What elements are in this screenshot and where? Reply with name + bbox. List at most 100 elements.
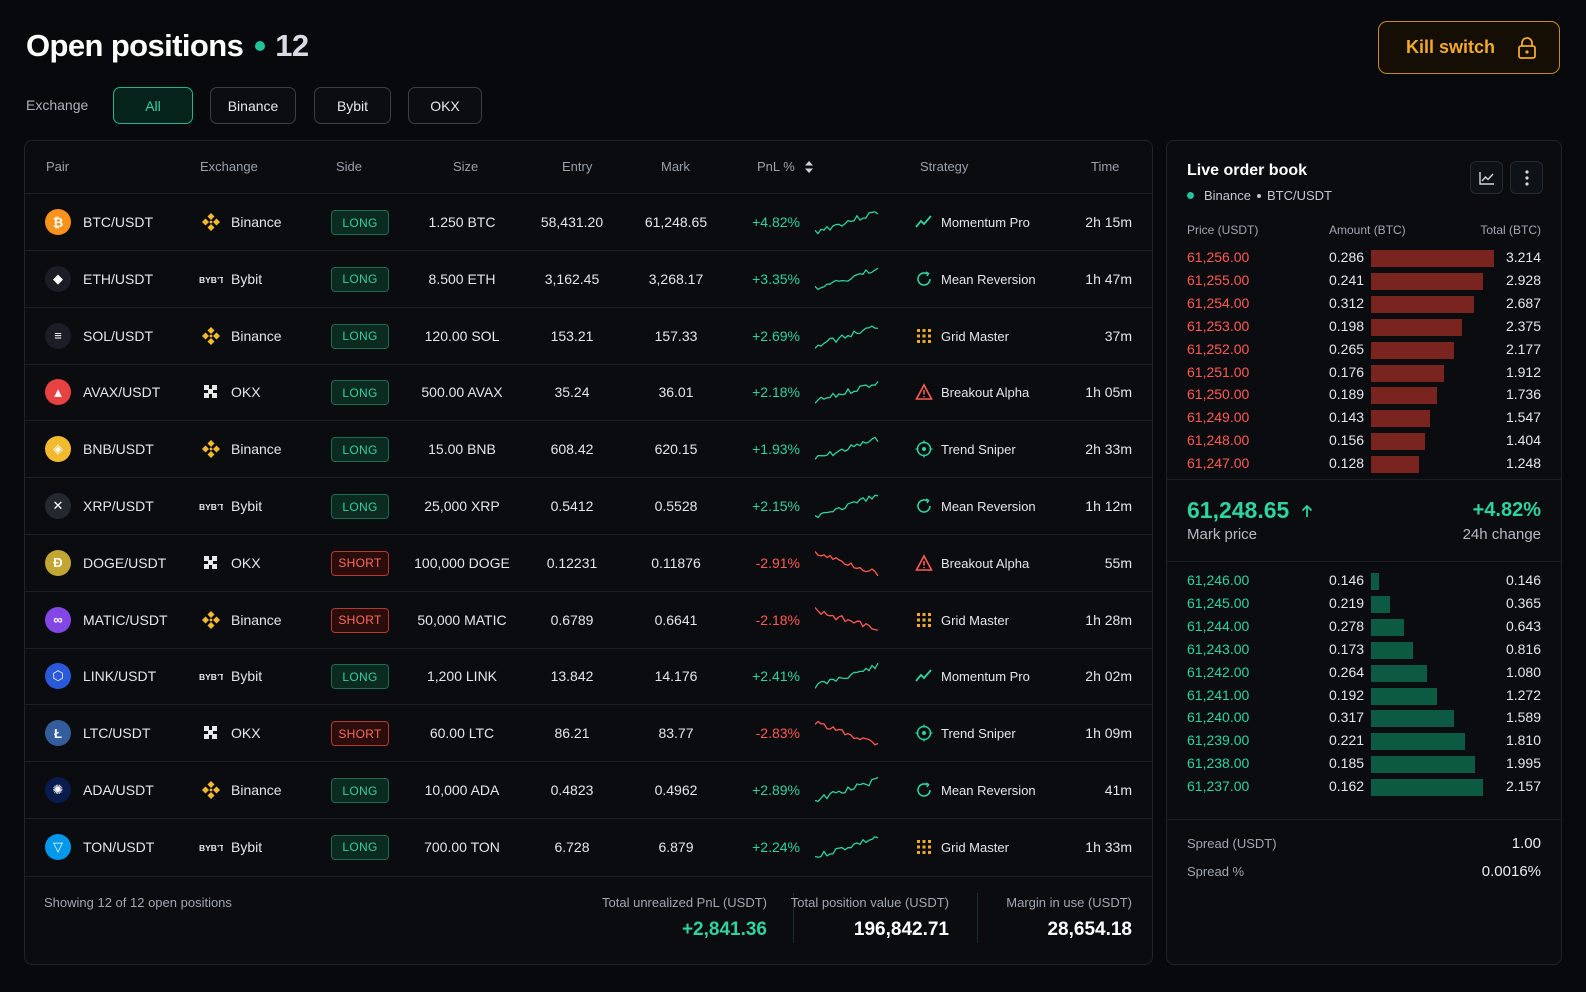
ask-row[interactable]: 61,249.00 0.143 1.547 — [1167, 407, 1561, 430]
momentum-icon — [915, 669, 932, 682]
row-divider — [25, 420, 1152, 422]
mark-value: 0.4962 — [654, 782, 698, 798]
svg-text:BYB’T: BYB’T — [199, 672, 223, 682]
col-strategy[interactable]: Strategy — [920, 159, 969, 174]
okx-logo-icon — [204, 555, 217, 569]
table-row[interactable]: ₿ BTC/USDT Binance LONG 1.250 BTC 58,431.20 61… — [25, 194, 1152, 251]
bid-row[interactable]: 61,244.00 0.278 0.643 — [1167, 616, 1561, 639]
strategy-icon — [915, 781, 933, 804]
bid-price: 61,244.00 — [1187, 617, 1250, 634]
bid-row[interactable]: 61,238.00 0.185 1.995 — [1167, 753, 1561, 776]
filter-binance[interactable]: Binance — [210, 87, 296, 124]
mark-price-value: 61,248.65 — [1187, 497, 1290, 523]
col-entry[interactable]: Entry — [562, 159, 593, 174]
bid-row[interactable]: 61,239.00 0.221 1.810 — [1167, 730, 1561, 753]
exchange-label: Bybit — [231, 270, 263, 287]
mark-value: 0.11876 — [651, 554, 701, 571]
exchange-logo: BYB’T — [199, 496, 225, 521]
ask-price: 61,255.00 — [1187, 271, 1250, 288]
col-time[interactable]: Time — [1091, 159, 1120, 174]
side-badge: SHORT — [331, 607, 389, 633]
size-value: 15.00 BNB — [428, 441, 496, 458]
bid-row[interactable]: 61,243.00 0.173 0.816 — [1167, 639, 1561, 662]
bid-row[interactable]: 61,241.00 0.192 1.272 — [1167, 685, 1561, 708]
filter-bybit[interactable]: Bybit — [314, 87, 391, 124]
ask-row[interactable]: 61,248.00 0.156 1.404 — [1167, 430, 1561, 453]
sparkline-up — [814, 663, 879, 690]
bid-total: 1.810 — [1505, 732, 1541, 749]
coin-icon: ◈ — [45, 436, 71, 463]
ask-row[interactable]: 61,251.00 0.176 1.912 — [1167, 362, 1561, 385]
col-mark[interactable]: Mark — [661, 159, 690, 174]
filter-all[interactable]: All — [113, 87, 193, 124]
bid-depth-bar — [1371, 756, 1475, 774]
ask-row[interactable]: 61,254.00 0.312 2.687 — [1167, 293, 1561, 316]
ask-row[interactable]: 61,253.00 0.198 2.375 — [1167, 316, 1561, 339]
ask-row[interactable]: 61,252.00 0.265 2.177 — [1167, 339, 1561, 362]
table-row[interactable]: ⬡ LINK/USDT BYB’T Bybit LONG 1,200 LINK 13.842… — [25, 648, 1152, 706]
ask-depth-bar — [1371, 433, 1425, 451]
col-exchange[interactable]: Exchange — [200, 159, 258, 174]
kill-switch-button[interactable]: Kill switch — [1378, 21, 1560, 74]
exchange-logo — [199, 439, 223, 464]
table-row[interactable]: ✕ XRP/USDT BYB’T Bybit LONG 25,000 XRP 0.5412 0… — [25, 478, 1152, 535]
ask-total: 2.928 — [1505, 271, 1541, 288]
side-badge: LONG — [331, 778, 389, 803]
pnl-value: -2.91% — [755, 554, 800, 571]
col-pnl[interactable]: PnL % — [757, 159, 814, 174]
strategy-label: Mean Reversion — [941, 499, 1036, 514]
okx-logo-icon — [204, 385, 217, 399]
spread-divider — [1167, 819, 1561, 820]
mark-value: 6.879 — [658, 838, 694, 855]
ask-row[interactable]: 61,250.00 0.189 1.736 — [1167, 384, 1561, 407]
table-row[interactable]: ◆ ETH/USDT BYB’T Bybit LONG 8.500 ETH 3,162.45… — [25, 251, 1152, 308]
footer-separator — [977, 893, 978, 943]
separator-dot — [1256, 193, 1261, 198]
table-row[interactable]: Ð DOGE/USDT OKX SHORT 100,000 DOGE 0.12231 0.1… — [25, 535, 1152, 592]
status-dot — [255, 41, 266, 51]
table-row[interactable]: ▽ TON/USDT BYB’T Bybit LONG 700.00 TON 6.728 6.… — [25, 819, 1152, 876]
table-row[interactable]: ≡ SOL/USDT Binance LONG 120.00 SOL 153.21 157.… — [25, 308, 1152, 365]
bid-row[interactable]: 61,240.00 0.317 1.589 — [1167, 707, 1561, 730]
strategy-label: Momentum Pro — [941, 215, 1030, 230]
ask-row[interactable]: 61,256.00 0.286 3.214 — [1167, 247, 1561, 270]
table-row[interactable]: ▲ AVAX/USDT OKX LONG 500.00 AVAX 35.24 36.01 +2… — [25, 364, 1152, 422]
time-value: 2h 15m — [1085, 214, 1132, 230]
bid-depth-bar — [1371, 733, 1465, 751]
col-size[interactable]: Size — [453, 159, 479, 174]
chart-view-button[interactable] — [1470, 161, 1503, 194]
margin-value: 28,654.18 — [1047, 919, 1132, 940]
table-row[interactable]: Ł LTC/USDT OKX SHORT 60.00 LTC 86.21 83.77 -2.8… — [25, 705, 1152, 763]
table-row[interactable]: ✺ ADA/USDT Binance LONG 10,000 ADA 0.4823 0.49… — [25, 762, 1152, 819]
okx-logo-icon — [204, 726, 217, 740]
sparkline-up — [814, 381, 879, 405]
ask-depth-bar — [1371, 250, 1494, 267]
ask-row[interactable]: 61,247.00 0.128 1.248 — [1167, 453, 1561, 476]
col-side[interactable]: Side — [336, 159, 363, 174]
side-badge: SHORT — [331, 721, 389, 747]
bid-amount: 0.221 — [1329, 732, 1365, 749]
order-book-exchange: Binance — [1204, 188, 1251, 203]
table-row[interactable]: ∞ MATIC/USDT Binance SHORT 50,000 MATIC 0.678… — [25, 592, 1152, 649]
positions-count: 12 — [275, 28, 309, 63]
more-options-button[interactable] — [1510, 161, 1543, 194]
time-value: 2h 02m — [1085, 668, 1132, 685]
filter-okx[interactable]: OKX — [408, 87, 482, 124]
ask-depth-bar — [1371, 272, 1484, 290]
bid-row[interactable]: 61,237.00 0.162 2.157 — [1167, 776, 1561, 799]
bybit-logo-icon: BYB’T — [199, 672, 225, 682]
pnl-sparkline — [814, 832, 881, 867]
table-row[interactable]: ◈ BNB/USDT Binance LONG 15.00 BNB 608.42 620.1… — [25, 421, 1152, 479]
sort-icon[interactable] — [804, 160, 814, 174]
svg-text:BYB’T: BYB’T — [199, 843, 223, 853]
ask-total: 3.214 — [1505, 249, 1541, 265]
bid-row[interactable]: 61,246.00 0.146 0.146 — [1167, 570, 1561, 593]
entry-value: 0.6789 — [550, 611, 594, 628]
col-pair[interactable]: Pair — [46, 159, 70, 174]
bid-total: 2.157 — [1505, 778, 1541, 795]
svg-text:BYB’T: BYB’T — [199, 502, 223, 512]
bid-row[interactable]: 61,245.00 0.219 0.365 — [1167, 593, 1561, 616]
bid-row[interactable]: 61,242.00 0.264 1.080 — [1167, 662, 1561, 685]
mark-value: 36.01 — [658, 384, 694, 401]
ask-row[interactable]: 61,255.00 0.241 2.928 — [1167, 270, 1561, 293]
